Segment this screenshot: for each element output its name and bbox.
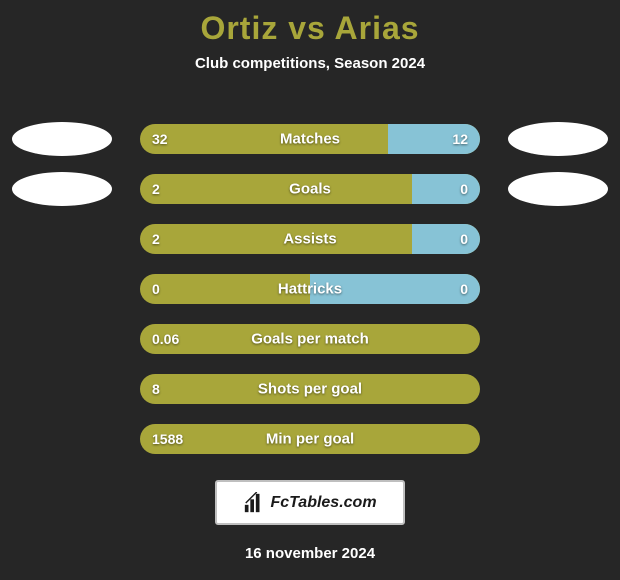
stat-bar: 8 Shots per goal <box>140 374 480 404</box>
stat-row: 2 0 Goals <box>0 172 620 206</box>
stat-label: Shots per goal <box>258 381 362 398</box>
stat-label: Hattricks <box>278 281 342 298</box>
stat-label: Min per goal <box>266 431 354 448</box>
stat-label: Matches <box>280 131 340 148</box>
player-avatar-right <box>508 172 608 206</box>
stat-bar: 2 0 Assists <box>140 224 480 254</box>
logo-text: FcTables.com <box>270 494 376 512</box>
stat-value-right: 0 <box>460 281 468 297</box>
stat-bar: 1588 Min per goal <box>140 424 480 454</box>
stat-label: Assists <box>283 231 336 248</box>
player-avatar-left <box>12 172 112 206</box>
stat-row: 2 0 Assists <box>0 222 620 256</box>
player-avatar-left <box>12 122 112 156</box>
stat-row: 32 12 Matches <box>0 122 620 156</box>
stat-bar: 2 0 Goals <box>140 174 480 204</box>
page-subtitle: Club competitions, Season 2024 <box>0 55 620 72</box>
stat-value-left: 32 <box>152 131 168 147</box>
footer-date: 16 november 2024 <box>0 545 620 562</box>
stat-value-left: 1588 <box>152 431 183 447</box>
stat-value-left: 2 <box>152 231 160 247</box>
stat-bar: 0 0 Hattricks <box>140 274 480 304</box>
stats-container: 32 12 Matches 2 0 Goals 2 0 Assists 0 0 Hattricks 0.… <box>0 122 620 456</box>
stat-bar-fill-right <box>412 174 480 204</box>
stat-value-right: 12 <box>452 131 468 147</box>
bars-icon <box>243 492 265 514</box>
stat-value-left: 2 <box>152 181 160 197</box>
stat-label: Goals <box>289 181 331 198</box>
stat-bar: 0.06 Goals per match <box>140 324 480 354</box>
stat-bar-fill-right <box>412 224 480 254</box>
player-avatar-right <box>508 122 608 156</box>
stat-row: 0 0 Hattricks <box>0 272 620 306</box>
stat-value-right: 0 <box>460 231 468 247</box>
stat-value-left: 0 <box>152 281 160 297</box>
page-title: Ortiz vs Arias <box>0 0 620 47</box>
stat-row: 1588 Min per goal <box>0 422 620 456</box>
stat-row: 8 Shots per goal <box>0 372 620 406</box>
stat-label: Goals per match <box>251 331 369 348</box>
stat-value-right: 0 <box>460 181 468 197</box>
stat-bar: 32 12 Matches <box>140 124 480 154</box>
stat-row: 0.06 Goals per match <box>0 322 620 356</box>
stat-value-left: 0.06 <box>152 331 179 347</box>
fctables-logo: FcTables.com <box>215 480 405 525</box>
stat-value-left: 8 <box>152 381 160 397</box>
